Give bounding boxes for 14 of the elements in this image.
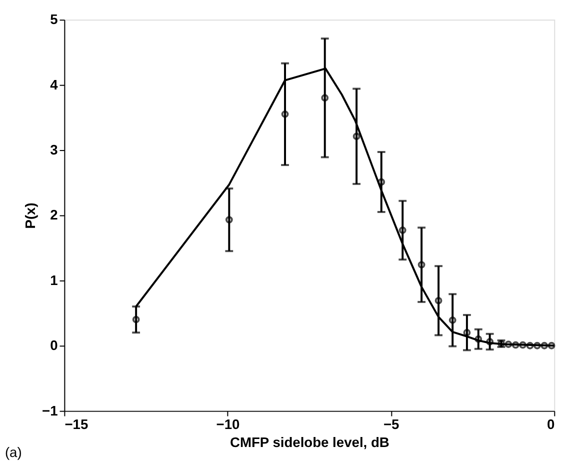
x-tick-label: 0 [546, 416, 555, 432]
y-tick-label: 2 [50, 206, 58, 223]
x-tick-label: −5 [383, 416, 400, 432]
x-tick-label: −10 [216, 416, 240, 432]
y-tick-label: 5 [50, 11, 58, 28]
x-tick-label: −15 [64, 416, 88, 432]
y-tick-label: 4 [50, 76, 58, 92]
text: (a) [4, 444, 22, 460]
y-tick-label: 1 [50, 272, 58, 288]
y-tick-label: 3 [50, 141, 58, 158]
y-tick-label: 0 [50, 337, 58, 354]
y-axis-title: P(x) [22, 202, 38, 229]
y-tick-label: −1 [42, 402, 58, 418]
x-axis-title: CMFP sidelobe level, dB [230, 434, 390, 450]
